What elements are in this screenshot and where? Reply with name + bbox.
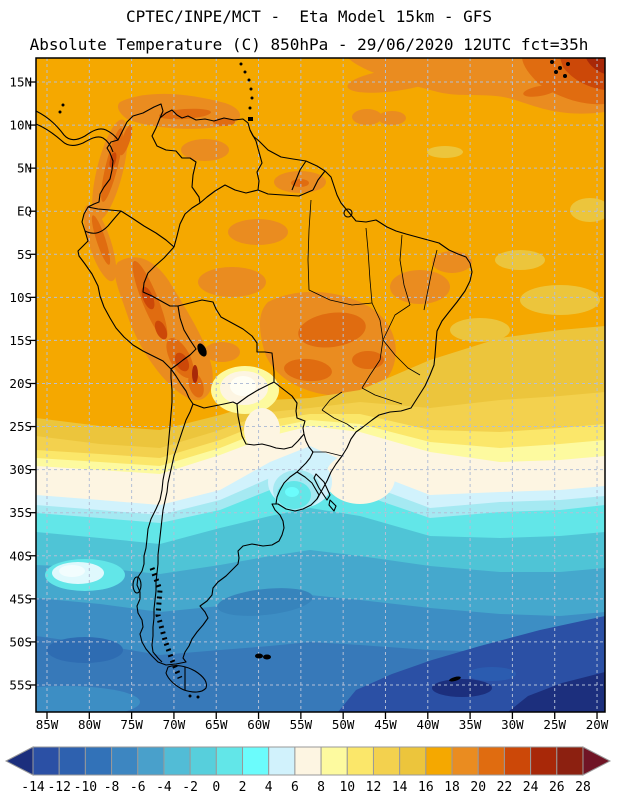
colorbar-cell bbox=[477, 746, 505, 776]
colorbar-cell bbox=[32, 746, 60, 776]
colorbar-tick-label: 16 bbox=[418, 780, 434, 795]
lon-label: 40W bbox=[417, 717, 440, 732]
colorbar-cell bbox=[372, 746, 401, 776]
latitude-axis: 15N 10N 5N EQ 5S 10S 15S 20S 25S 30S 35S 40S 45S 50S 5… bbox=[9, 75, 32, 693]
colorbar-cell bbox=[215, 746, 244, 776]
colorbar-cell bbox=[137, 746, 165, 776]
lon-label: 55W bbox=[290, 717, 313, 732]
colorbar-tick-label: -2 bbox=[182, 780, 198, 795]
chart-title: CPTEC/INPE/MCT - Eta Model 15km - GFS bbox=[125, 7, 493, 26]
islands-terrain bbox=[58, 60, 570, 699]
colorbar-tick-label: 14 bbox=[392, 780, 408, 795]
colorbar-tick-label: 12 bbox=[366, 780, 382, 795]
coastline-borders bbox=[36, 103, 473, 693]
lon-label: 20W bbox=[586, 717, 609, 732]
lon-label: 85W bbox=[36, 717, 59, 732]
colorbar-tick-label: 28 bbox=[575, 780, 591, 795]
lat-label: 45S bbox=[9, 591, 32, 606]
colorbar-cell bbox=[163, 746, 191, 776]
lat-label: 30S bbox=[9, 462, 32, 477]
lat-label: EQ bbox=[17, 204, 32, 219]
falkland-islands bbox=[255, 653, 263, 659]
lat-label: 5N bbox=[17, 161, 32, 176]
colorbar-tick-label: -12 bbox=[47, 780, 70, 795]
colorbar-cell bbox=[111, 746, 139, 776]
lat-label: 15N bbox=[9, 75, 32, 90]
lat-label: 15S bbox=[9, 333, 32, 348]
colorbar-tick-label: -4 bbox=[156, 780, 172, 795]
colorbar-tick-label: 10 bbox=[339, 780, 355, 795]
lon-label: 25W bbox=[543, 717, 566, 732]
lon-label: 45W bbox=[374, 717, 397, 732]
temperature-colorbar: -14 -12 -10 -8 -6 -4 -2 0 2 4 6 8 10 12 14 16 18 20 22 24 26… bbox=[4, 746, 612, 795]
lat-label: 10N bbox=[9, 118, 32, 133]
colorbar-cell bbox=[189, 746, 217, 776]
colorbar-cell bbox=[425, 746, 453, 776]
colorbar-cell bbox=[399, 746, 427, 776]
colorbar-cell bbox=[294, 746, 322, 776]
colorbar-cell bbox=[320, 746, 348, 776]
lon-label: 60W bbox=[247, 717, 270, 732]
andes-terrain-specks bbox=[149, 567, 183, 680]
colorbar-tick-label: 8 bbox=[317, 780, 325, 795]
colorbar-tick-label: 20 bbox=[470, 780, 486, 795]
lat-label: 50S bbox=[9, 634, 32, 649]
colorbar-right-arrow bbox=[582, 746, 612, 776]
colorbar-cell bbox=[530, 746, 558, 776]
colorbar-cell bbox=[346, 746, 374, 776]
colorbar-cell bbox=[84, 746, 113, 776]
colorbar-tick-label: 26 bbox=[549, 780, 565, 795]
colorbar-left-arrow bbox=[4, 746, 34, 776]
colorbar-tick-label: -14 bbox=[21, 780, 45, 795]
lat-label: 20S bbox=[9, 376, 32, 391]
map-frame bbox=[35, 57, 606, 713]
state-borders bbox=[307, 199, 438, 457]
lat-label: 40S bbox=[9, 548, 32, 563]
colorbar-cell bbox=[503, 746, 532, 776]
colorbar-tick-label: -10 bbox=[74, 780, 97, 795]
colorbar-cell bbox=[242, 746, 270, 776]
lat-label: 35S bbox=[9, 505, 32, 520]
chart-subtitle: Absolute Temperature (C) 850hPa - 29/06/… bbox=[29, 35, 589, 54]
colorbar-tick-label: 4 bbox=[265, 780, 273, 795]
colorbar-cell bbox=[451, 746, 479, 776]
lon-label: 65W bbox=[205, 717, 228, 732]
lat-label: 5S bbox=[17, 247, 32, 262]
colorbar-tick-label: 24 bbox=[523, 780, 539, 795]
colorbar-tick-label: -6 bbox=[130, 780, 146, 795]
colorbar-tick-label: 6 bbox=[291, 780, 299, 795]
colorbar-tick-label: 22 bbox=[497, 780, 513, 795]
lon-label: 50W bbox=[332, 717, 355, 732]
lon-label: 75W bbox=[120, 717, 143, 732]
lon-label: 80W bbox=[78, 717, 101, 732]
lake-titicaca bbox=[197, 343, 207, 357]
colorbar-cell bbox=[268, 746, 296, 776]
colorbar-tick-label: 18 bbox=[444, 780, 460, 795]
colorbar-tick-label: -8 bbox=[104, 780, 120, 795]
lat-label: 25S bbox=[9, 419, 32, 434]
colorbar-tick-label: 2 bbox=[239, 780, 247, 795]
cape-verde-islands bbox=[550, 60, 554, 64]
colorbar-cell bbox=[556, 746, 584, 776]
grid-lines bbox=[36, 58, 605, 712]
axis-ticks bbox=[29, 81, 598, 719]
colorbar-cell bbox=[58, 746, 86, 776]
lon-label: 35W bbox=[459, 717, 482, 732]
lon-label: 70W bbox=[163, 717, 186, 732]
south-georgia-island bbox=[449, 676, 461, 682]
lat-label: 10S bbox=[9, 290, 32, 305]
temperature-field bbox=[36, 58, 605, 712]
lat-label: 55S bbox=[9, 677, 32, 692]
longitude-axis: 85W 80W 75W 70W 65W 60W 55W 50W 45W 40W 35W 30W 25W 2… bbox=[36, 717, 609, 732]
lon-label: 30W bbox=[501, 717, 524, 732]
colorbar-tick-label: 0 bbox=[212, 780, 220, 795]
